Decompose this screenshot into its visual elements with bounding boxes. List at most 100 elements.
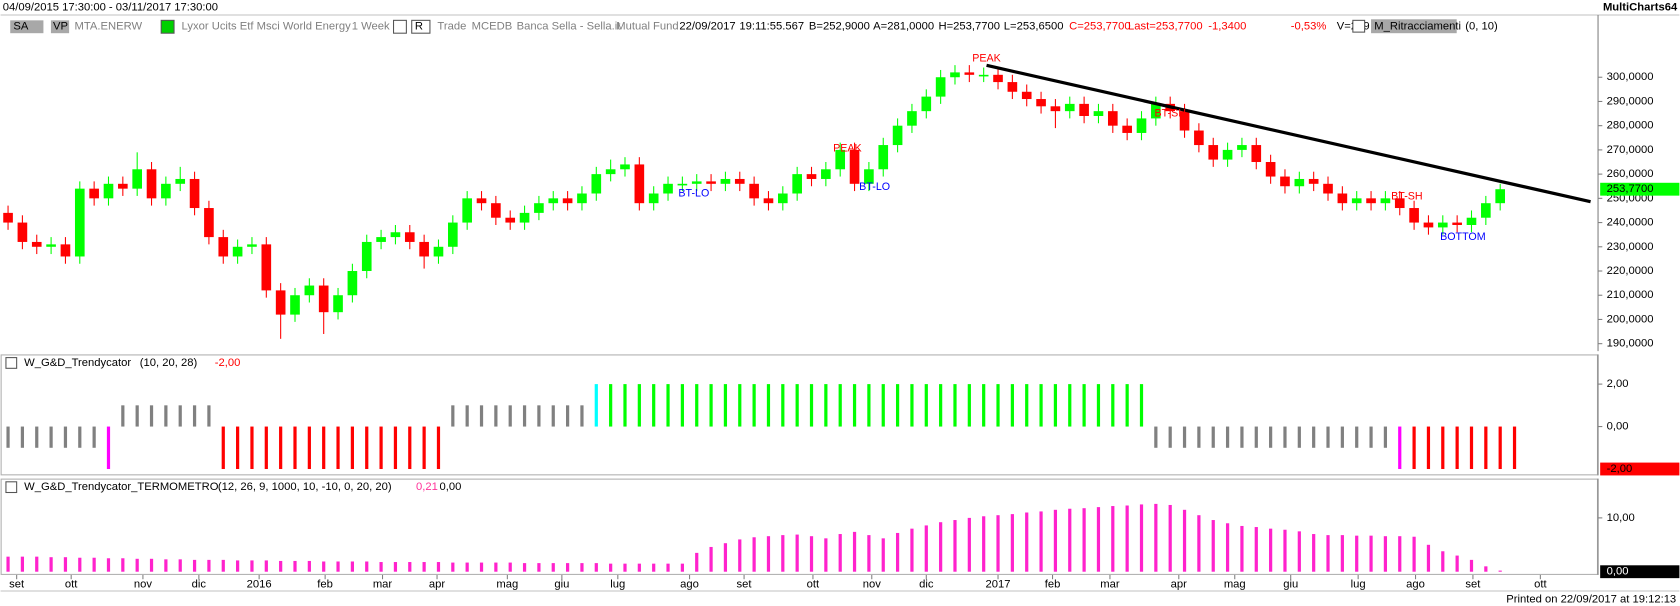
indicator-bar <box>92 426 96 448</box>
candle-body <box>1064 103 1075 112</box>
indicator-bar <box>910 384 914 427</box>
indicator-bar <box>365 426 369 470</box>
indicator-bar <box>1010 514 1014 572</box>
annotation: BT-LO <box>678 187 709 199</box>
indicator-bar <box>49 426 53 448</box>
x-tick-label: ott <box>807 579 820 591</box>
indicator-bar <box>1182 509 1187 572</box>
indicator-bar <box>350 561 354 572</box>
resolution: 1 Week <box>352 21 390 33</box>
indicator-bar <box>852 531 857 572</box>
indicator-bar <box>350 426 354 470</box>
indicator-bar <box>967 384 971 427</box>
y-tick-label: 200,0000 <box>1607 313 1654 325</box>
x-tick-label: dic <box>192 579 207 591</box>
indicator-bar <box>1355 426 1359 448</box>
indicator-bar <box>1383 426 1388 448</box>
indicator-bar <box>479 405 484 427</box>
indicator-bar <box>939 522 943 572</box>
candle-body <box>1122 125 1132 133</box>
study-tag[interactable] <box>1371 19 1457 34</box>
candle-body <box>548 198 559 204</box>
indicator-bar <box>422 562 426 572</box>
y-tick-label: 260,0000 <box>1607 168 1654 180</box>
indicator-bar <box>723 543 728 572</box>
candle-body <box>792 174 802 194</box>
y-tick-label: 230,0000 <box>1607 241 1654 253</box>
x-tick-label: lug <box>1351 579 1366 591</box>
candle-body <box>605 169 616 175</box>
indicator-bar <box>795 384 799 427</box>
r-button[interactable] <box>411 19 431 34</box>
indicator-bar <box>766 384 771 427</box>
candle-body <box>304 285 315 296</box>
candle-body <box>907 111 917 126</box>
indicator-bar <box>1254 426 1258 448</box>
candle-body <box>189 178 200 209</box>
last-value-box <box>1600 565 1680 579</box>
candle-body <box>1093 111 1104 116</box>
close-indicator-button[interactable] <box>5 481 18 494</box>
candle-body <box>1251 145 1262 163</box>
indicator-bar <box>1082 384 1086 427</box>
description: Lyxor Ucits Etf Msci World Energy <box>182 21 352 33</box>
indicator-bar <box>824 384 828 427</box>
candle-body <box>1194 130 1204 146</box>
indicator-bar <box>637 384 641 427</box>
candle-body <box>519 212 530 223</box>
indicator-bar <box>465 405 469 427</box>
indicator-bar <box>1168 426 1172 448</box>
indicator-bar <box>1039 511 1043 572</box>
indicator-bar <box>1053 384 1058 427</box>
indicator-bar <box>135 405 139 427</box>
candle-body <box>275 290 286 315</box>
annotation: PEAK <box>833 143 862 155</box>
indicator-bar <box>752 384 756 427</box>
indicator-bar <box>867 384 871 427</box>
indicator-bar <box>494 562 498 572</box>
vp-button[interactable] <box>50 20 70 34</box>
indicator-bar <box>1096 507 1101 572</box>
indicator-bar <box>809 536 814 572</box>
indicator-bar <box>537 563 541 572</box>
candle-body <box>677 183 688 186</box>
indicator-bar <box>408 562 412 572</box>
y-tick-label: 240,0000 <box>1607 217 1654 229</box>
x-tick-label: apr <box>429 579 445 591</box>
indicator-bar <box>1469 426 1474 470</box>
resolution-dropdown[interactable] <box>392 19 407 34</box>
candle-body <box>1409 208 1419 223</box>
indicator-bar <box>1441 551 1445 572</box>
candle-body <box>749 183 759 199</box>
candle-body <box>17 222 28 242</box>
indicator-bar <box>164 559 168 572</box>
x-tick-label: ago <box>680 579 699 591</box>
sa-button[interactable] <box>10 20 44 34</box>
candle-body <box>763 198 774 204</box>
indicator-bar <box>953 384 957 427</box>
indicator-bar <box>1326 535 1330 572</box>
indicator-bar <box>6 556 10 572</box>
indicator-bar <box>436 562 441 572</box>
close-indicator-button[interactable] <box>5 357 18 369</box>
candle-body <box>864 169 874 184</box>
trendline <box>986 63 1591 204</box>
candle-body <box>634 164 645 204</box>
candle-body <box>1495 189 1506 204</box>
candle-body <box>218 237 229 257</box>
indicator-bar <box>551 563 555 572</box>
indicator-title: W_G&D_Trendycator_TERMOMETRO <box>24 481 219 493</box>
indicator-bar <box>982 516 986 572</box>
close-study-button[interactable] <box>1352 19 1366 33</box>
x-tick-label: lug <box>610 579 625 591</box>
indicator-bar <box>1455 426 1459 470</box>
candle-body <box>146 169 157 199</box>
category: Mutual Fund <box>616 21 678 33</box>
candle-body <box>1323 183 1333 194</box>
indicator-bar <box>1211 426 1215 448</box>
color-button[interactable] <box>160 19 175 34</box>
indicator-bar <box>680 384 684 427</box>
candle-body <box>390 232 401 238</box>
y-tick-label: 220,0000 <box>1607 265 1654 277</box>
indicator-bar <box>838 534 842 572</box>
